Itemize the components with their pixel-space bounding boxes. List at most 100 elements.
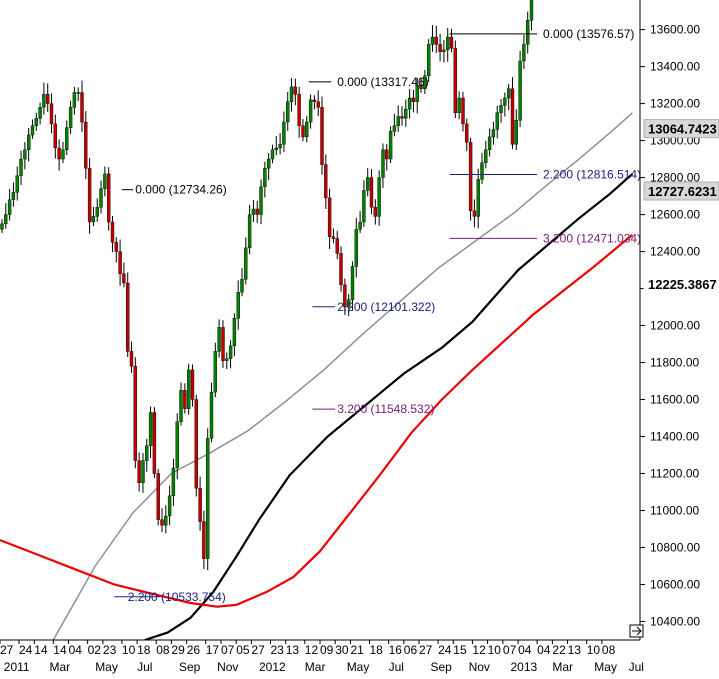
candle xyxy=(308,94,313,129)
candle xyxy=(339,246,343,292)
fib-label-4: 3.200 (11548.532) xyxy=(337,402,434,416)
candle xyxy=(388,126,393,163)
candle xyxy=(114,237,119,263)
candle xyxy=(400,106,404,126)
x-tick-label: 14 xyxy=(53,643,67,657)
candle xyxy=(49,93,54,134)
candle xyxy=(419,78,423,93)
candle xyxy=(270,144,275,164)
candle xyxy=(7,189,12,221)
candle xyxy=(522,35,526,69)
x-period-label: Nov xyxy=(217,660,238,674)
x-period-label: Nov xyxy=(469,660,490,674)
x-tick-label: 09 xyxy=(320,643,334,657)
candle xyxy=(156,468,160,526)
candle xyxy=(369,168,374,215)
candle xyxy=(461,91,465,132)
x-tick-label: 14 xyxy=(34,643,48,657)
candle xyxy=(415,77,419,114)
candle xyxy=(491,121,496,145)
x-tick-label: 02 xyxy=(88,643,102,657)
x-tick-label: 29 xyxy=(171,643,185,657)
candle xyxy=(152,407,157,479)
x-tick-label: 10 xyxy=(587,643,601,657)
candle xyxy=(106,167,111,231)
y-value-marker: 12727.6231 xyxy=(643,181,719,201)
candle xyxy=(179,382,183,426)
y-tick-label: 10600.00 xyxy=(650,578,700,592)
candle xyxy=(225,352,229,369)
fib-label-1: 2.200 (10533.754) xyxy=(128,590,226,604)
x-tick-label: 05 xyxy=(236,643,250,657)
candle xyxy=(335,230,339,260)
candle xyxy=(324,154,328,209)
y-tick-label: 11600.00 xyxy=(650,393,699,407)
x-tick-label: 04 xyxy=(518,643,532,657)
candle xyxy=(476,168,480,229)
candle xyxy=(286,91,290,131)
svg-text:13064.7423: 13064.7423 xyxy=(648,122,717,137)
candle xyxy=(487,128,492,157)
candle xyxy=(164,505,168,534)
candle xyxy=(312,95,317,110)
candle xyxy=(278,133,282,155)
x-tick-label: 12 xyxy=(305,643,319,657)
fib-label-0: 0.000 (12734.26) xyxy=(135,183,226,197)
candle xyxy=(438,33,442,62)
candle xyxy=(15,166,19,201)
x-period-label: Jul xyxy=(629,660,644,674)
x-tick-label: 08 xyxy=(156,643,170,657)
x-tick-label: 30 xyxy=(335,643,349,657)
x-period-label: Mar xyxy=(552,660,573,674)
candle xyxy=(228,340,233,369)
scroll-right-icon[interactable] xyxy=(629,624,644,638)
y-tick-label: 13400.00 xyxy=(650,60,700,74)
candle xyxy=(171,458,176,506)
candle xyxy=(366,168,370,197)
candle xyxy=(202,510,206,569)
candle xyxy=(186,363,191,415)
x-tick-label: 23 xyxy=(271,643,285,657)
moving-average-red xyxy=(0,234,634,608)
x-tick-label: 23 xyxy=(103,643,117,657)
candle xyxy=(282,111,286,152)
candle xyxy=(221,320,225,368)
y-tick-label: 10800.00 xyxy=(650,541,700,555)
x-tick-label: 07 xyxy=(221,643,235,657)
candle xyxy=(297,86,301,138)
candle xyxy=(442,40,446,63)
candle xyxy=(457,91,461,120)
y-tick-label: 11800.00 xyxy=(650,356,699,370)
candle xyxy=(507,84,511,111)
y-tick-label: 13200.00 xyxy=(650,97,700,111)
candle xyxy=(514,109,518,150)
candle xyxy=(484,140,488,169)
x-tick-label: 08 xyxy=(602,643,616,657)
candle xyxy=(301,118,305,142)
candle xyxy=(404,99,408,127)
y-value-marker: 12225.3867 xyxy=(643,274,719,294)
candle xyxy=(137,452,141,492)
x-axis: 27 24 14 14 04 02 23 10 18 08 29 26 17 07 05 27 23 13 12 09… xyxy=(0,639,719,679)
candle xyxy=(434,25,438,53)
x-tick-label: 07 xyxy=(503,643,517,657)
candlestick-layer xyxy=(0,0,534,571)
x-period-label: May xyxy=(347,660,370,674)
candle xyxy=(423,69,427,94)
x-period-label: Sep xyxy=(179,660,201,674)
y-tick-label: 12800.00 xyxy=(650,171,700,185)
x-period-label: 2012 xyxy=(259,660,286,674)
y-tick-label: 12000.00 xyxy=(650,319,700,333)
candle xyxy=(198,476,202,531)
x-period-label: Jul xyxy=(137,660,152,674)
candle xyxy=(240,268,244,297)
y-axis: 10400.00 10600.00 10800.00 11000.00 11200.00… xyxy=(639,0,719,679)
candle xyxy=(499,99,503,123)
x-tick-label: 04 xyxy=(69,643,83,657)
candle xyxy=(95,198,99,222)
candle xyxy=(267,153,271,181)
x-period-label: Sep xyxy=(431,660,453,674)
svg-text:12225.3867: 12225.3867 xyxy=(648,277,717,292)
candle xyxy=(133,357,138,469)
candle xyxy=(160,508,164,533)
